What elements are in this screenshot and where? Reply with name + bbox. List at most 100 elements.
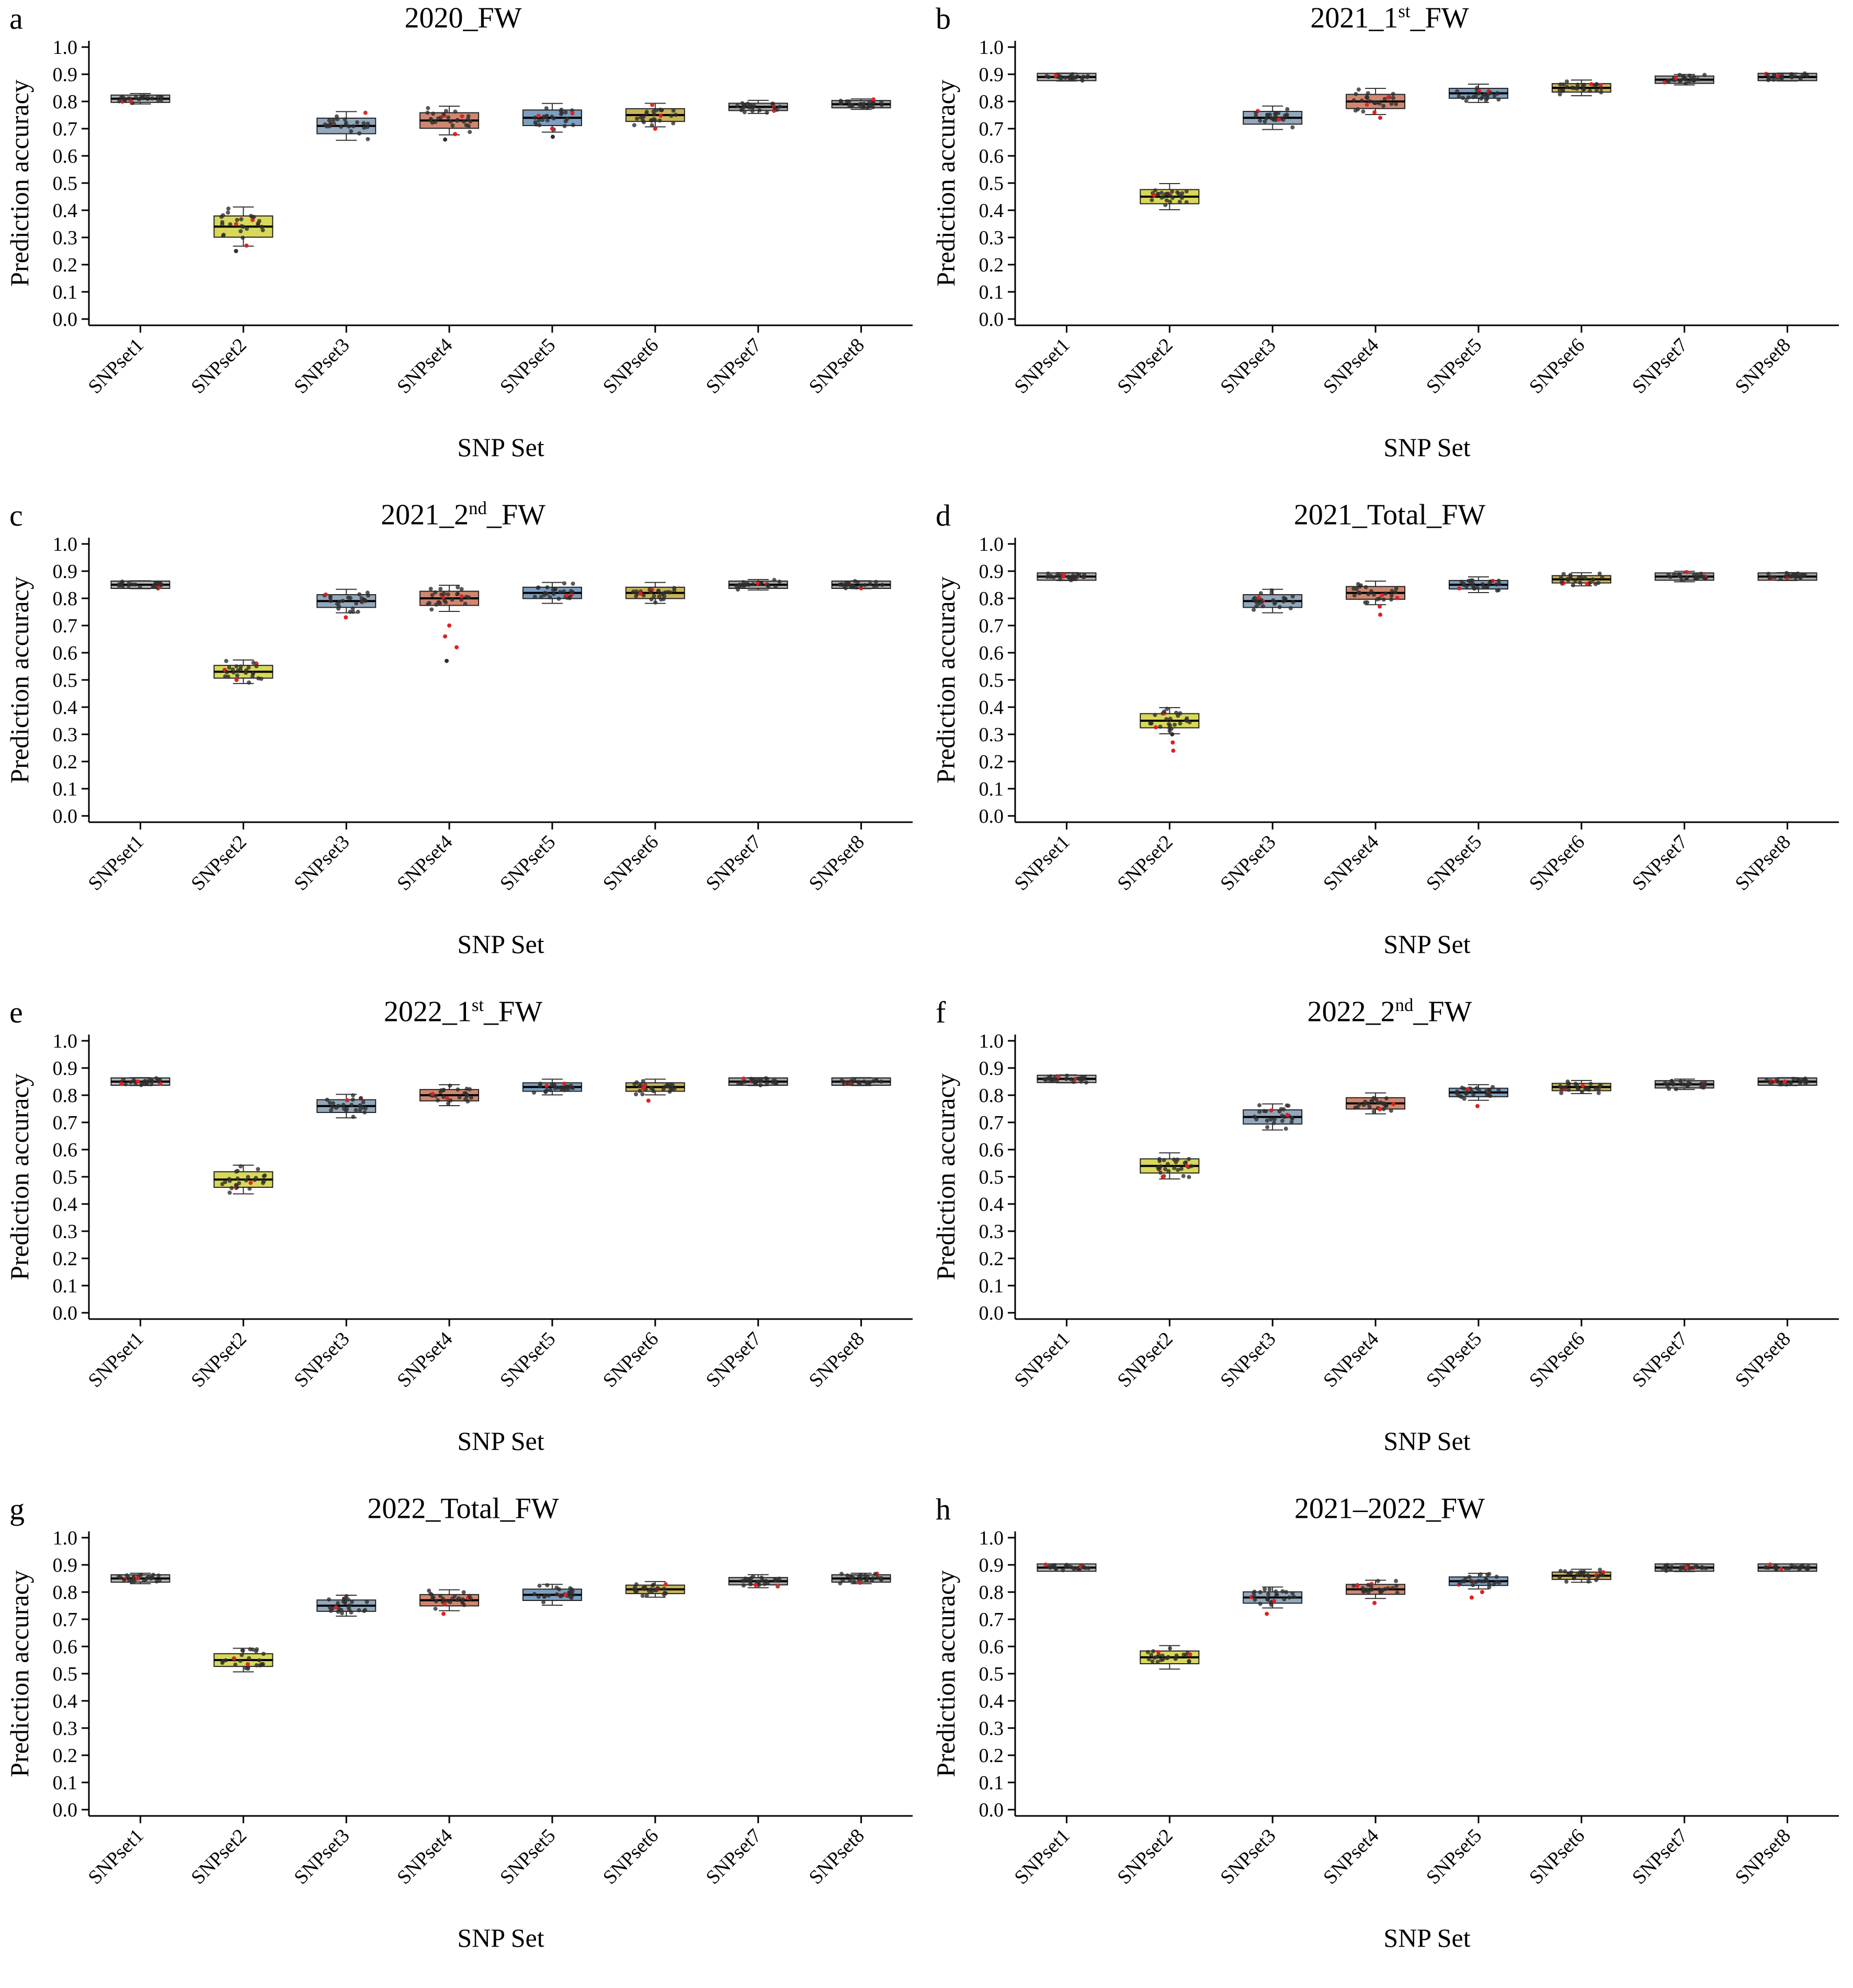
- boxplot-panel-h: 0.0 0.1 0.2 0.3 0.4 0.5 0.6 0.7 0.8 0.9 1.0 Predict…: [931, 1527, 1839, 1952]
- svg-text:SNP Set: SNP Set: [457, 929, 544, 959]
- svg-text:SNPset2: SNPset2: [187, 1328, 251, 1392]
- title-pre: 2022_1: [383, 995, 472, 1028]
- svg-text:SNPset6: SNPset6: [599, 1328, 663, 1392]
- svg-text:SNP Set: SNP Set: [1383, 433, 1470, 462]
- svg-text:0.5: 0.5: [979, 1663, 1004, 1685]
- svg-text:0.6: 0.6: [53, 1139, 78, 1161]
- svg-text:SNP Set: SNP Set: [457, 1923, 544, 1952]
- svg-text:0.0: 0.0: [979, 1302, 1004, 1324]
- title-post: _FW: [484, 995, 543, 1028]
- svg-text:SNPset4: SNPset4: [1319, 1328, 1383, 1392]
- svg-text:0.7: 0.7: [53, 118, 78, 140]
- svg-text:0.7: 0.7: [53, 1609, 78, 1631]
- svg-text:SNPset3: SNPset3: [1216, 1328, 1280, 1392]
- svg-text:Prediction accuracy: Prediction accuracy: [931, 1073, 960, 1280]
- svg-text:SNPset6: SNPset6: [599, 334, 663, 398]
- svg-text:0.7: 0.7: [979, 118, 1004, 140]
- boxplot-panel-f: 0.0 0.1 0.2 0.3 0.4 0.5 0.6 0.7 0.8 0.9 1.0 Predict…: [931, 1030, 1839, 1456]
- svg-text:0.7: 0.7: [979, 1609, 1004, 1631]
- title-sup: st: [471, 995, 484, 1015]
- panel-title: 2020_FW: [0, 0, 926, 35]
- svg-text:SNPset2: SNPset2: [1113, 1825, 1177, 1889]
- svg-text:0.1: 0.1: [979, 1275, 1004, 1297]
- title-pre: 2022_2: [1307, 995, 1395, 1028]
- panel-head: c 2021_2nd_FW: [0, 497, 926, 533]
- svg-text:0.2: 0.2: [979, 254, 1004, 276]
- panel-h: h 2021–2022_FW 0.0 0.1 0.2 0.3 0.4 0.5 0.6 0.7 0…: [926, 1491, 1853, 1987]
- svg-text:0.1: 0.1: [53, 1772, 78, 1794]
- svg-text:SNPset5: SNPset5: [1422, 1825, 1486, 1889]
- svg-text:SNPset3: SNPset3: [1216, 1825, 1280, 1889]
- title-pre: 2021–2022_FW: [1294, 1492, 1485, 1525]
- svg-text:Prediction accuracy: Prediction accuracy: [931, 79, 960, 287]
- svg-text:Prediction accuracy: Prediction accuracy: [931, 1570, 960, 1777]
- boxplot-panel-b: 0.0 0.1 0.2 0.3 0.4 0.5 0.6 0.7 0.8 0.9 1.0 Predict…: [931, 37, 1839, 462]
- title-sup: nd: [1395, 995, 1414, 1015]
- boxplot-panel-c: 0.0 0.1 0.2 0.3 0.4 0.5 0.6 0.7 0.8 0.9 1.0 Predict…: [5, 533, 913, 959]
- boxplot-panel-e: 0.0 0.1 0.2 0.3 0.4 0.5 0.6 0.7 0.8 0.9 1.0 Predict…: [5, 1030, 913, 1456]
- svg-text:SNPset8: SNPset8: [1731, 1328, 1795, 1392]
- svg-text:SNPset1: SNPset1: [1010, 334, 1074, 398]
- panel-letter: d: [936, 498, 951, 532]
- svg-text:0.4: 0.4: [979, 200, 1004, 222]
- panel-head: f 2022_2nd_FW: [926, 994, 1853, 1030]
- svg-text:0.2: 0.2: [979, 751, 1004, 773]
- svg-text:SNPset7: SNPset7: [1628, 1825, 1692, 1889]
- title-post: _FW: [486, 498, 545, 531]
- svg-text:0.4: 0.4: [53, 1194, 78, 1215]
- svg-text:0.2: 0.2: [979, 1745, 1004, 1767]
- svg-text:0.6: 0.6: [979, 642, 1004, 664]
- svg-text:SNPset6: SNPset6: [599, 1825, 663, 1889]
- svg-text:0.9: 0.9: [979, 561, 1004, 583]
- svg-text:0.2: 0.2: [53, 254, 78, 276]
- panel-head: g 2022_Total_FW: [0, 1491, 926, 1527]
- svg-text:SNPset2: SNPset2: [1113, 831, 1177, 895]
- svg-text:0.5: 0.5: [979, 1166, 1004, 1188]
- svg-text:SNPset6: SNPset6: [1525, 831, 1589, 895]
- svg-text:0.0: 0.0: [979, 309, 1004, 331]
- boxplot-panel-a: 0.0 0.1 0.2 0.3 0.4 0.5 0.6 0.7 0.8 0.9 1.0 Predict…: [5, 37, 913, 462]
- svg-text:0.5: 0.5: [53, 1663, 78, 1685]
- svg-text:SNPset8: SNPset8: [1731, 334, 1795, 398]
- svg-text:0.5: 0.5: [53, 1166, 78, 1188]
- title-sup: nd: [469, 498, 487, 518]
- panel-g: g 2022_Total_FW 0.0 0.1 0.2 0.3 0.4 0.5 0.6 0.7…: [0, 1491, 926, 1987]
- svg-text:SNPset8: SNPset8: [805, 1825, 869, 1889]
- title-post: _FW: [1413, 995, 1472, 1028]
- svg-text:SNPset1: SNPset1: [1010, 831, 1074, 895]
- title-pre: 2021_1: [1310, 2, 1399, 35]
- svg-text:SNP Set: SNP Set: [457, 433, 544, 462]
- svg-text:0.3: 0.3: [979, 1718, 1004, 1740]
- svg-text:0.5: 0.5: [53, 669, 78, 691]
- svg-text:SNPset4: SNPset4: [393, 1825, 457, 1889]
- svg-text:SNPset8: SNPset8: [805, 1328, 869, 1392]
- svg-text:SNPset7: SNPset7: [1628, 334, 1692, 398]
- svg-text:SNPset6: SNPset6: [1525, 334, 1589, 398]
- svg-text:0.3: 0.3: [53, 1221, 78, 1243]
- panel-letter: h: [936, 1492, 951, 1526]
- panel-f: f 2022_2nd_FW 0.0 0.1 0.2 0.3 0.4 0.5 0.6 0.7 0.…: [926, 994, 1853, 1491]
- svg-text:0.5: 0.5: [53, 173, 78, 195]
- svg-text:SNPset4: SNPset4: [1319, 831, 1383, 895]
- svg-text:Prediction accuracy: Prediction accuracy: [931, 576, 960, 783]
- svg-text:0.0: 0.0: [979, 805, 1004, 827]
- svg-text:0.6: 0.6: [53, 642, 78, 664]
- svg-text:0.4: 0.4: [979, 1690, 1004, 1712]
- svg-text:0.6: 0.6: [53, 145, 78, 167]
- svg-text:1.0: 1.0: [53, 533, 78, 555]
- svg-text:SNPset7: SNPset7: [1628, 1328, 1692, 1392]
- svg-text:Prediction accuracy: Prediction accuracy: [5, 576, 34, 783]
- svg-text:SNPset6: SNPset6: [599, 831, 663, 895]
- svg-text:1.0: 1.0: [53, 1527, 78, 1549]
- svg-text:0.1: 0.1: [979, 778, 1004, 800]
- svg-text:1.0: 1.0: [53, 1030, 78, 1052]
- svg-text:0.8: 0.8: [53, 588, 78, 610]
- svg-text:Prediction accuracy: Prediction accuracy: [5, 1570, 34, 1777]
- svg-text:0.9: 0.9: [53, 64, 78, 86]
- svg-text:SNP Set: SNP Set: [1383, 929, 1470, 959]
- svg-text:SNPset3: SNPset3: [290, 831, 354, 895]
- svg-text:0.0: 0.0: [53, 1302, 78, 1324]
- panel-head: e 2022_1st_FW: [0, 994, 926, 1030]
- svg-text:SNPset6: SNPset6: [1525, 1328, 1589, 1392]
- svg-text:0.6: 0.6: [53, 1636, 78, 1658]
